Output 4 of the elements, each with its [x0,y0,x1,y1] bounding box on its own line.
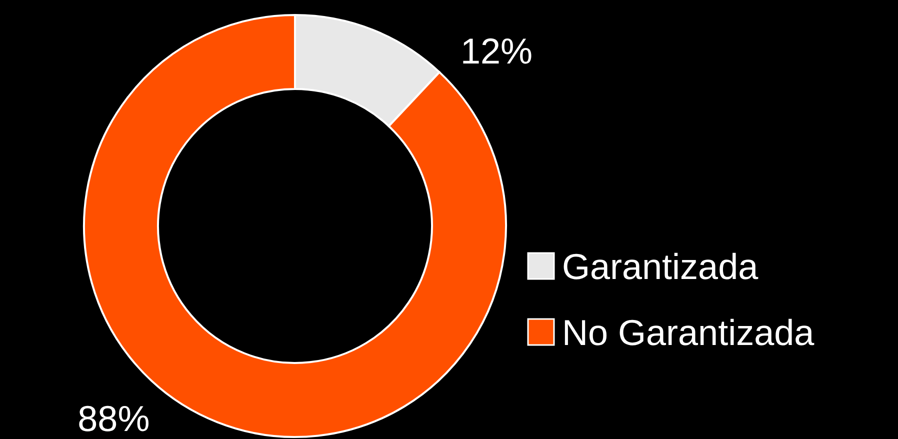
legend-label: Garantizada [562,246,760,287]
data-label: 12% [460,30,533,72]
legend-label: No Garantizada [562,312,816,353]
data-label: 88% [78,398,150,439]
